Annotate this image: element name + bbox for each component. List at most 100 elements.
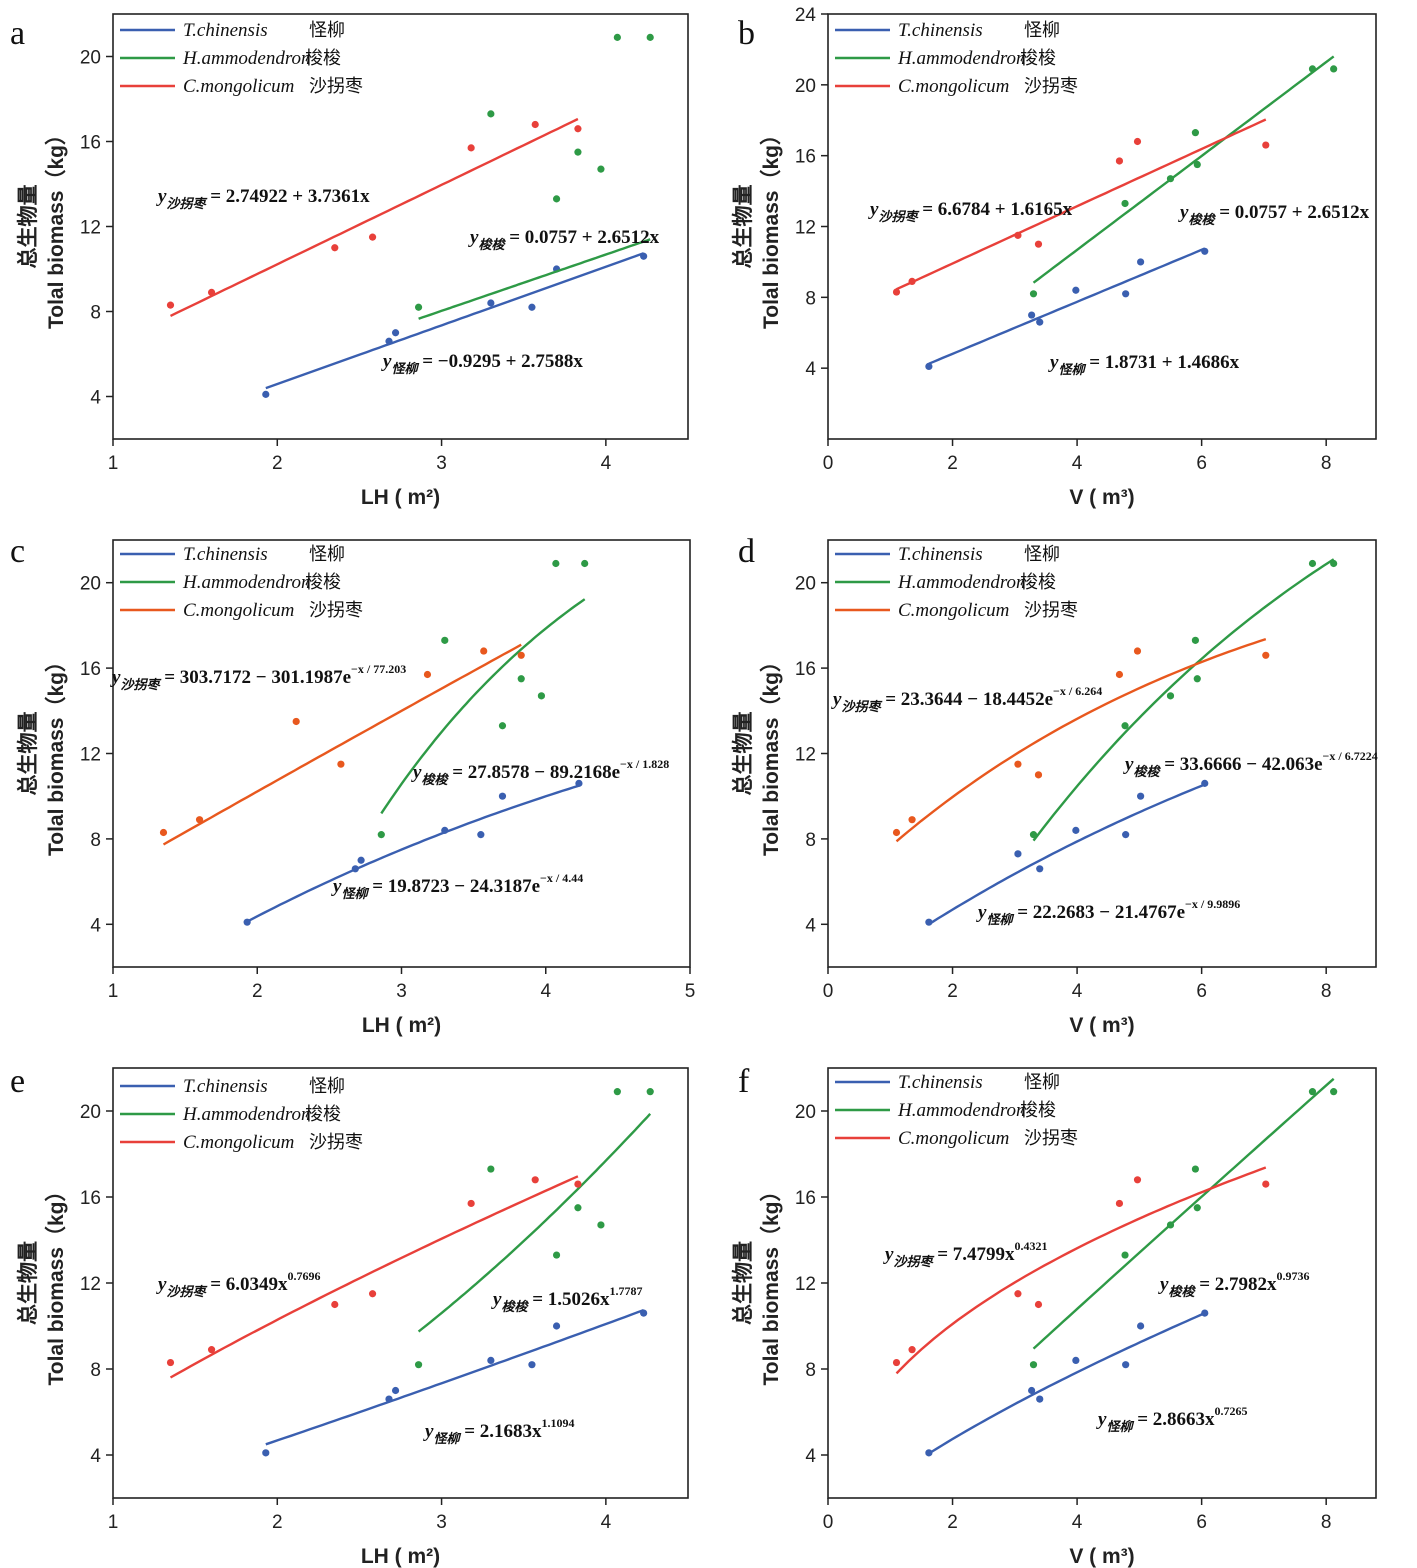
data-point-H.ammodendron (414, 1361, 423, 1369)
y-tick-label: 4 (90, 915, 101, 936)
data-point-H.ammodendron (487, 110, 495, 118)
x-axis-label: V ( m³) (1069, 486, 1134, 509)
x-tick-label: 3 (436, 453, 447, 474)
x-tick-label: 0 (823, 453, 834, 474)
data-point-T.chinensis (925, 362, 933, 370)
data-point-H.ammodendron (1166, 692, 1175, 700)
fit-line-T.chinensis (928, 783, 1206, 926)
data-point-H.ammodendron (1308, 559, 1317, 568)
data-point-T.chinensis (1137, 792, 1145, 800)
legend-label: T.chinensis (183, 544, 268, 565)
data-point-T.chinensis (1036, 318, 1044, 326)
data-point-H.ammodendron (377, 831, 385, 839)
data-point-T.chinensis (1122, 290, 1130, 298)
data-point-H.ammodendron (1330, 559, 1338, 568)
data-point-T.chinensis (498, 792, 507, 800)
data-point-C.mongolicum (908, 277, 916, 285)
legend-label-cn: 梭梭 (305, 48, 341, 69)
x-tick-label: 6 (1196, 1512, 1207, 1533)
y-tick-label: 8 (90, 303, 101, 324)
y-tick-label: 8 (90, 830, 101, 851)
x-tick-label: 2 (272, 1512, 283, 1533)
data-point-T.chinensis (385, 1395, 393, 1403)
data-point-T.chinensis (487, 299, 495, 307)
legend-label: H.ammodendron (182, 1104, 311, 1125)
data-point-C.mongolicum (574, 125, 582, 133)
x-tick-label: 6 (1196, 981, 1207, 1002)
equation-text: y梭梭 = 1.5026x1.7787 (491, 1284, 643, 1315)
data-point-H.ammodendron (1191, 129, 1200, 137)
x-tick-label: 5 (685, 981, 696, 1002)
x-axis-label: LH ( m²) (361, 1545, 440, 1568)
data-point-C.mongolicum (368, 1290, 377, 1298)
data-point-H.ammodendron (646, 1088, 654, 1096)
data-point-H.ammodendron (574, 148, 582, 156)
data-point-H.ammodendron (1029, 290, 1038, 298)
data-point-H.ammodendron (1029, 1361, 1038, 1369)
data-point-C.mongolicum (1014, 1290, 1022, 1298)
legend-label: C.mongolicum (183, 1132, 294, 1153)
data-point-C.mongolicum (892, 288, 901, 296)
x-tick-label: 3 (436, 1512, 447, 1533)
legend-label-cn: 梭梭 (305, 1104, 341, 1125)
legend-label: H.ammodendron (897, 48, 1026, 69)
x-tick-label: 6 (1196, 453, 1207, 474)
x-tick-label: 0 (823, 1512, 834, 1533)
x-tick-label: 8 (1321, 453, 1332, 474)
x-axis-label: V ( m³) (1069, 1545, 1134, 1568)
data-point-T.chinensis (528, 1361, 536, 1369)
y-axis-label: 总生物量 Tolal biomass（kg） (731, 124, 783, 329)
fit-line-H.ammodendron (417, 1112, 652, 1333)
y-tick-label: 4 (90, 388, 101, 409)
legend-label-cn: 梭梭 (1020, 1100, 1056, 1121)
x-tick-label: 2 (947, 1512, 958, 1533)
panel-letter: c (10, 533, 25, 570)
legend-label-cn: 沙拐枣 (309, 76, 363, 97)
y-tick-label: 20 (795, 76, 816, 97)
fit-line-C.mongolicum (162, 643, 522, 846)
x-tick-label: 2 (252, 981, 263, 1002)
data-point-C.mongolicum (159, 828, 168, 837)
y-tick-label: 4 (805, 1446, 816, 1467)
data-point-H.ammodendron (414, 303, 423, 311)
x-tick-label: 2 (272, 453, 283, 474)
data-point-C.mongolicum (908, 1346, 916, 1354)
data-point-H.ammodendron (1308, 1088, 1317, 1096)
legend-label: T.chinensis (898, 1072, 983, 1093)
y-tick-label: 12 (795, 218, 816, 239)
y-tick-label: 12 (795, 745, 816, 766)
data-point-T.chinensis (391, 1386, 400, 1395)
fit-line-T.chinensis (928, 247, 1206, 365)
legend-label-cn: 怪柳 (309, 1076, 345, 1097)
y-tick-label: 16 (795, 659, 816, 680)
x-tick-label: 4 (1072, 981, 1083, 1002)
y-tick-label: 16 (80, 133, 101, 154)
legend-label: T.chinensis (183, 1076, 268, 1097)
legend-label-cn: 沙拐枣 (309, 600, 363, 621)
y-tick-label: 4 (805, 915, 816, 936)
y-tick-label: 8 (90, 1360, 101, 1381)
equation-text: y沙拐枣 = 23.3644 − 18.4452e−x / 6.264 (831, 684, 1102, 715)
panel-letter: e (10, 1063, 25, 1100)
legend-label: H.ammodendron (897, 572, 1026, 593)
x-tick-label: 0 (823, 981, 834, 1002)
legend-label-cn: 怪柳 (1024, 1072, 1060, 1093)
x-axis-label: LH ( m²) (362, 1014, 441, 1037)
data-point-C.mongolicum (531, 1176, 539, 1184)
x-tick-label: 4 (1072, 1512, 1083, 1533)
data-point-T.chinensis (441, 826, 449, 834)
legend-label-cn: 怪柳 (1024, 544, 1060, 565)
y-tick-label: 24 (795, 5, 817, 26)
x-axis-label: V ( m³) (1069, 1014, 1134, 1037)
y-tick-label: 12 (80, 745, 101, 766)
data-point-H.ammodendron (613, 33, 621, 41)
legend-label-cn: 梭梭 (1020, 572, 1056, 593)
panel-letter: d (738, 533, 755, 570)
data-point-H.ammodendron (1166, 175, 1175, 183)
data-point-T.chinensis (925, 918, 933, 926)
data-point-C.mongolicum (1133, 137, 1142, 146)
